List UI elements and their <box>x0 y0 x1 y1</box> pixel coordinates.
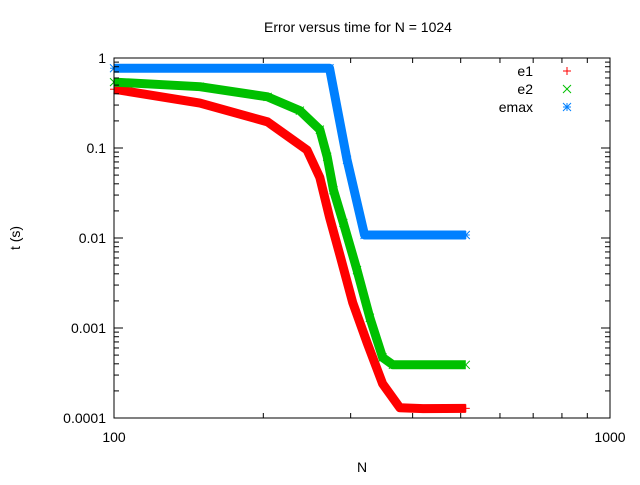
data-point-e2 <box>329 185 338 195</box>
data-point-e2 <box>388 360 398 370</box>
data-point-e2 <box>365 313 375 323</box>
data-point-e2 <box>263 92 272 102</box>
y-tick-label: 0.001 <box>71 320 106 336</box>
data-point-e2 <box>195 82 205 92</box>
data-point-e2 <box>315 125 325 134</box>
data-point-e1 <box>325 213 334 222</box>
data-point-e2 <box>378 353 387 362</box>
series-e1 <box>110 84 470 414</box>
chart-title: Error versus time for N = 1024 <box>264 19 452 35</box>
y-axis-label: t (s) <box>7 226 23 250</box>
data-point-e1 <box>263 117 272 126</box>
x-axis-label: N <box>357 459 367 475</box>
series-e2 <box>109 77 471 370</box>
y-tick-label: 0.1 <box>87 140 107 156</box>
legend-label-e1: e1 <box>517 63 533 79</box>
data-point-e2 <box>338 218 348 228</box>
data-point-e1 <box>419 404 428 413</box>
data-point-emax <box>360 230 369 240</box>
data-point-emax <box>258 63 268 73</box>
data-point-e1 <box>195 99 204 108</box>
series-emax <box>109 63 471 240</box>
data-point-emax <box>325 63 334 73</box>
data-point-e1 <box>336 252 345 261</box>
y-tick-label: 1 <box>98 50 106 66</box>
x-tick-label: 100 <box>102 429 126 445</box>
y-tick-label: 0.01 <box>79 230 106 246</box>
data-point-e2 <box>295 106 305 116</box>
data-point-e1 <box>363 339 372 348</box>
data-point-e1 <box>395 403 404 412</box>
data-point-e1 <box>461 404 470 413</box>
legend-marker-emax <box>562 102 572 112</box>
data-point-emax <box>342 155 352 165</box>
data-point-e2 <box>418 360 428 370</box>
data-point-emax <box>461 230 471 240</box>
data-point-e1 <box>315 173 324 182</box>
legend-marker-e2 <box>562 84 572 94</box>
legend-label-e2: e2 <box>517 81 533 97</box>
data-point-e1 <box>303 146 312 155</box>
x-tick-label: 1000 <box>594 429 625 445</box>
legend-label-emax: emax <box>499 99 533 115</box>
series-line-e2 <box>113 77 466 370</box>
data-point-e2 <box>352 265 362 275</box>
data-point-e1 <box>348 298 357 307</box>
legend-marker-e1 <box>563 67 571 75</box>
data-point-e2 <box>322 152 332 162</box>
y-tick-label: 0.0001 <box>63 410 106 426</box>
data-point-e1 <box>378 379 387 388</box>
data-point-emax <box>408 230 417 240</box>
data-point-e2 <box>461 360 471 370</box>
